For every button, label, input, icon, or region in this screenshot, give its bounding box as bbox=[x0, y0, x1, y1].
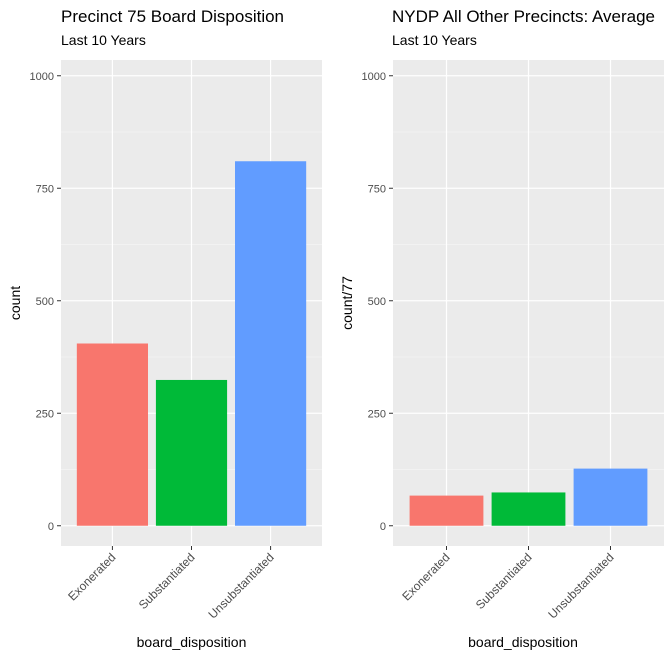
right-y-tick-label: 1000 bbox=[362, 71, 386, 83]
right-chart-subtitle: Last 10 Years bbox=[392, 32, 477, 48]
left-bars bbox=[76, 161, 307, 526]
right-y-axis: 0 250 500 750 1000 bbox=[362, 71, 393, 533]
left-chart-title: Precinct 75 Board Disposition bbox=[61, 7, 284, 26]
left-y-axis-label: count bbox=[7, 286, 23, 320]
right-chart-title: NYDP All Other Precincts: Average bbox=[392, 7, 655, 26]
left-y-axis: 0 250 500 750 1000 bbox=[30, 71, 61, 533]
left-bar-exonerated bbox=[76, 343, 148, 526]
right-bar-unsubstantiated bbox=[573, 468, 648, 526]
right-bar-substantiated bbox=[491, 492, 566, 526]
right-x-axis-label: board_disposition bbox=[468, 634, 578, 650]
left-y-tick-label: 750 bbox=[36, 183, 54, 195]
right-y-axis-label: count/77 bbox=[339, 276, 355, 330]
left-y-tick-label: 250 bbox=[36, 408, 54, 420]
left-y-tick-label: 500 bbox=[36, 296, 54, 308]
left-bar-unsubstantiated bbox=[235, 161, 307, 526]
right-bar-exonerated bbox=[409, 495, 484, 526]
right-y-tick-label: 250 bbox=[368, 408, 386, 420]
left-y-tick-label: 1000 bbox=[30, 71, 54, 83]
right-y-tick-label: 0 bbox=[380, 521, 386, 533]
left-x-axis-label: board_disposition bbox=[137, 634, 247, 650]
right-bars bbox=[409, 468, 648, 526]
left-chart-panel: Precinct 75 Board Disposition Last 10 Ye… bbox=[7, 7, 322, 650]
left-bar-substantiated bbox=[155, 379, 228, 526]
left-y-tick-label: 0 bbox=[48, 521, 54, 533]
left-chart-subtitle: Last 10 Years bbox=[61, 32, 146, 48]
right-y-tick-label: 500 bbox=[368, 296, 386, 308]
right-y-tick-label: 750 bbox=[368, 183, 386, 195]
